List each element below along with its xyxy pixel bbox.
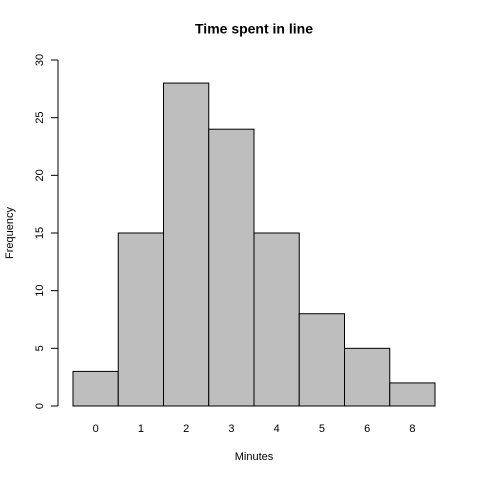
x-tick-label: 5 [319,423,325,435]
x-tick-label: 1 [138,423,144,435]
x-tick-label: 2 [183,423,189,435]
x-tick-label: 8 [409,423,415,435]
y-axis-label: Frequency [4,207,16,259]
x-tick-label: 4 [274,423,280,435]
x-tick-label: 3 [228,423,234,435]
y-tick-label: 5 [34,345,46,351]
bar [117,232,164,407]
bar [253,232,300,407]
bar [72,370,119,407]
y-tick-label: 20 [34,169,46,181]
bar [208,128,255,407]
bar [163,82,210,407]
chart-title: Time spent in line [195,21,313,37]
bar [344,347,391,407]
y-tick-label: 25 [34,112,46,124]
x-axis-label: Minutes [235,451,274,463]
y-tick-label: 15 [34,227,46,239]
y-tick-label: 30 [34,54,46,66]
y-tick-label: 10 [34,285,46,297]
y-tick-label: 0 [34,403,46,409]
bar [389,382,436,407]
bar [298,313,345,407]
x-tick-label: 6 [364,423,370,435]
x-tick-label: 0 [93,423,99,435]
